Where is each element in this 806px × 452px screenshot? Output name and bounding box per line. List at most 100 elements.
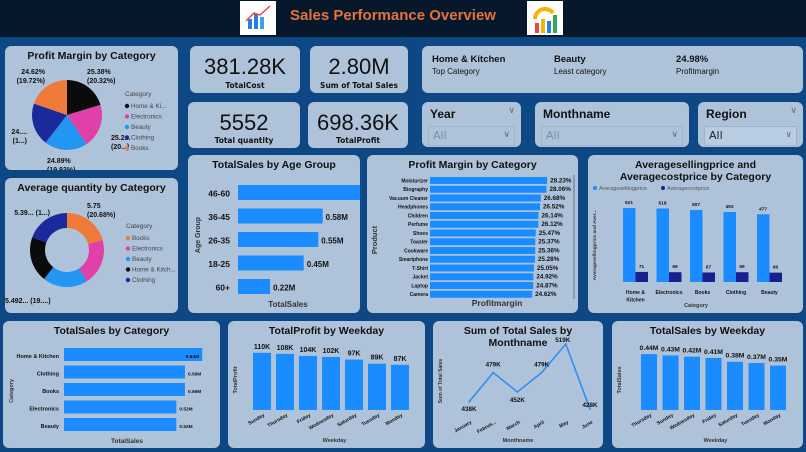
bar [253,352,271,410]
data-label: 24.89% [47,158,72,165]
region-slicer[interactable]: Region ∨ All ∨ [698,102,803,147]
bar [770,365,786,410]
bar [690,210,703,282]
bar [430,264,534,272]
data-label: 0.37M [747,354,766,361]
sales-by-weekday-panel: TotalSales by Weekday 0.44M Thursday 0.43M S… [612,321,803,448]
legend-item: Clothing [131,135,155,142]
chevron-down-icon[interactable]: ∨ [508,106,515,116]
legend-marker [124,135,130,140]
data-label: 89K [371,355,384,362]
slicer-label: Monthname [543,107,611,121]
chart-canvas: 0.44MThursday0.43MSunday0.42MWednesday0.… [617,345,788,444]
kpi-label: TotalProfit [336,136,380,145]
category-label: Camera [410,292,429,298]
monthname-dropdown[interactable]: All ∨ [541,126,683,146]
legend-marker [124,124,130,130]
data-label: 5.39... (1...) [14,210,50,217]
data-label: 0.41M [704,349,723,356]
slicer-label: Year [430,107,456,121]
chart-title: Sum of Total Sales by Monthname [463,325,573,349]
data-label: 5.492... (19....) [5,298,51,305]
category-label: 46-60 [208,188,230,198]
legend-marker [593,186,597,190]
profit-margin: 24.98% Profitmargin [676,54,719,76]
category-label: Thursday [267,412,290,429]
category-label: Kitchen [626,298,644,304]
bar [345,359,363,410]
bar [656,208,669,282]
bar [430,194,541,202]
category-label: 26-35 [208,235,230,245]
category-label: Electronics [29,406,59,412]
chart-title: TotalSales by Weekday [649,325,766,337]
year-slicer[interactable]: Year ∨ All ∨ [422,102,521,147]
legend-marker [125,277,131,283]
data-label: 66 [773,265,779,271]
data-label: 26.14% [541,212,563,219]
category-label: Home & [626,290,645,296]
category-label: June [581,419,594,430]
kpi-value: 698.36K [317,110,399,135]
category-label: Friday [701,412,717,425]
y-axis-title: TotalProfit [233,366,239,393]
data-label: 521 [625,200,633,206]
top-category-label: Top Category [432,67,480,76]
chart-title: Averagesellingprice and Averagecostprice… [619,159,772,183]
year-dropdown[interactable]: All ∨ [428,126,515,146]
data-point [516,391,519,393]
pie-slice [67,104,103,145]
profit-margin-pie-panel: Profit Margin by Category Home & Ki... 25.… [5,46,178,170]
legend-marker [125,256,131,262]
data-label: 24.87% [536,282,558,289]
least-category: Beauty Least category [554,54,606,76]
legend-item: Home & Kitch... [132,267,176,274]
bar [238,279,271,294]
category-label: T-Shirt [412,266,428,272]
data-label: (19.93%) [47,167,75,170]
data-point [492,371,494,374]
bar [430,282,534,289]
chart-title: TotalSales by Category [53,325,170,337]
pie-slice [67,213,103,245]
chart-title: TotalProfit by Weekday [268,325,385,337]
data-label: 102K [323,348,340,355]
monthname-slicer[interactable]: Monthname All ∨ [535,102,689,147]
bar [769,272,782,282]
chart-canvas: 46-600.99M36-450.58M26-350.55M18-250.45M… [195,185,360,309]
data-label: 0.58M [326,213,349,222]
slicer-value: All [433,129,447,142]
data-label: 24.62% [21,69,46,76]
legend-marker [125,246,131,251]
category-label: January [453,419,473,434]
chevron-down-icon[interactable]: ∨ [790,106,797,116]
bar [723,211,736,282]
data-label: 0.35M [769,357,788,364]
chart-canvas: Books 5.75 (20.68%) Electronics Beauty 5.492.… [5,203,176,305]
bar [430,255,535,263]
data-point [565,343,567,345]
pie-slice [33,80,67,115]
chevron-down-icon[interactable]: ∨ [671,130,678,140]
bar [727,361,743,410]
category-label: Books [695,290,711,296]
data-label: 518 [658,200,666,206]
data-label: (20.32%) [87,78,115,85]
pie-slice [67,80,101,115]
pie-slice [29,237,54,280]
scrollbar[interactable] [573,175,575,299]
line-series [468,342,591,410]
bar [238,185,360,200]
bar [64,418,177,431]
chevron-down-icon[interactable]: ∨ [785,130,792,140]
legend-item: Books [131,145,149,152]
bar [669,272,682,282]
category-label: Beauty [41,424,60,430]
bar [238,255,304,271]
kpi-value: 5552 [219,110,269,135]
y-axis-title: Category [9,378,15,403]
region-dropdown[interactable]: All ∨ [704,126,797,146]
kpi-total-cost: 381.28K TotalCost [190,46,300,93]
chevron-down-icon[interactable]: ∨ [503,130,510,140]
chart-title: Profit Margin by Category [408,159,537,171]
